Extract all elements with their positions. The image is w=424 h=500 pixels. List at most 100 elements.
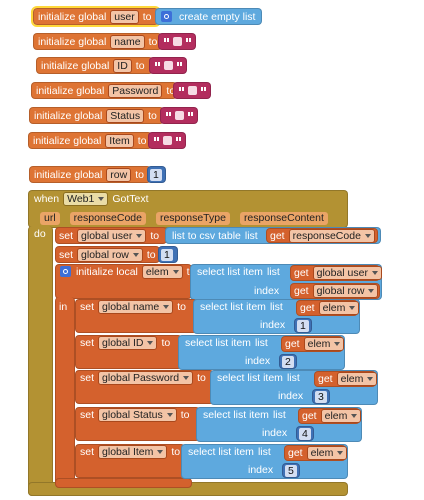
block-label: to: [150, 229, 160, 242]
block-label: in: [59, 301, 68, 313]
block-label: set: [80, 337, 95, 349]
event-param[interactable]: responseContent: [239, 211, 328, 225]
quote-mark: [177, 62, 179, 66]
block-field[interactable]: global Status: [98, 408, 177, 422]
block-label: select list item: [188, 446, 254, 458]
block-field[interactable]: ID: [113, 58, 132, 73]
quote-mark: [158, 62, 160, 66]
block-field[interactable]: elem: [306, 446, 348, 460]
block-label: set: [80, 372, 95, 384]
block-field[interactable]: 1: [150, 168, 162, 181]
block-label-row: select list item list: [217, 370, 300, 386]
block-label: get: [294, 267, 309, 279]
block-field[interactable]: Web1: [63, 192, 109, 206]
quote-mark: [176, 137, 178, 141]
block-field[interactable]: elem: [320, 409, 362, 423]
block-label: to: [177, 301, 186, 313]
block-field[interactable]: global ID: [98, 336, 158, 350]
block-label: select list item: [203, 409, 269, 421]
block-label: list: [257, 446, 271, 458]
block-field[interactable]: Status: [106, 108, 145, 123]
string-box: [175, 111, 184, 120]
block-field[interactable]: global Item: [98, 445, 168, 459]
block-label-row: get elem: [288, 445, 348, 461]
quote-mark: [155, 62, 157, 66]
block-field[interactable]: 1: [161, 248, 173, 261]
block-field[interactable]: global user: [312, 266, 382, 280]
block-label-row: get global user: [294, 265, 382, 281]
block-field[interactable]: elem: [336, 372, 378, 386]
event-param[interactable]: url: [40, 211, 60, 225]
block-label-row: create empty list: [179, 9, 255, 25]
block-label: to: [137, 134, 147, 147]
block-label-row: 4: [299, 426, 311, 442]
block-label: index: [245, 355, 271, 367]
block-label: index: [254, 285, 280, 297]
block-label-row: 1: [297, 318, 309, 334]
block-label-row: index: [278, 388, 303, 404]
block-field[interactable]: 2: [282, 355, 294, 368]
block-field[interactable]: name: [110, 34, 145, 49]
block-label: index: [278, 390, 304, 402]
block-label: to: [166, 84, 176, 97]
string-box: [188, 86, 197, 95]
block-label-row: initialize global user to: [38, 9, 152, 25]
list-block: [155, 8, 262, 25]
block-field[interactable]: global row: [312, 284, 379, 298]
block-label: to: [148, 109, 157, 122]
quote-mark: [186, 38, 188, 42]
block-label-row: set global row to: [59, 247, 156, 263]
event-param[interactable]: responseCode: [69, 211, 146, 225]
block-field[interactable]: global row: [77, 247, 143, 262]
block-label: set: [59, 229, 74, 242]
block-label: initialize global: [36, 84, 105, 97]
block-field[interactable]: row: [106, 167, 132, 182]
block-label-row: get global row: [294, 283, 379, 299]
block-field[interactable]: elem: [303, 337, 345, 351]
string-box: [163, 136, 172, 145]
block-label: list: [286, 372, 300, 384]
block-label-row: get elem: [300, 300, 360, 316]
block-field[interactable]: responseCode: [288, 228, 375, 243]
mutator-icon: [161, 11, 172, 22]
block-label-row: initialize global Password to: [36, 83, 175, 99]
block-label-row: select list item list: [200, 299, 283, 315]
block-field[interactable]: 4: [299, 427, 311, 440]
param-row: url responseCode responseType responseConte…: [40, 210, 328, 226]
block-label: when: [34, 193, 60, 205]
local-init-bottom: [55, 478, 192, 488]
block-field[interactable]: global name: [98, 300, 174, 314]
block-label-row: select list item list: [188, 444, 271, 460]
event-param[interactable]: responseType: [155, 211, 230, 225]
quote-mark: [189, 38, 191, 42]
block-label: list: [272, 409, 286, 421]
block-label-row: select list item list: [197, 264, 280, 280]
quote-mark: [191, 112, 193, 116]
quote-mark: [182, 87, 184, 91]
block-field[interactable]: elem: [141, 265, 183, 279]
block-field[interactable]: 3: [315, 390, 327, 403]
quote-mark: [180, 62, 182, 66]
block-field[interactable]: elem: [318, 301, 360, 315]
block-field[interactable]: user: [110, 9, 139, 24]
block-label-row: set global ID to: [80, 335, 170, 351]
block-field[interactable]: 5: [285, 464, 297, 477]
quote-mark: [204, 87, 206, 91]
block-label-row: get elem: [285, 336, 345, 352]
block-label-row: select list item list: [185, 335, 268, 351]
list-block: [210, 370, 378, 405]
block-field[interactable]: 1: [297, 319, 309, 332]
quote-mark: [169, 112, 171, 116]
block-label-row: set global Password to: [80, 370, 206, 386]
block-field[interactable]: Password: [108, 83, 163, 98]
block-label: initialize global: [34, 168, 103, 181]
block-label: get: [294, 285, 309, 297]
block-label-row: when Web1 GotText: [34, 191, 149, 207]
block-label: set: [80, 446, 95, 458]
block-field[interactable]: Item: [105, 133, 134, 148]
block-label: initialize global: [34, 109, 103, 122]
block-field[interactable]: global user: [77, 228, 147, 243]
block-label-row: initialize global Item to: [33, 133, 146, 149]
block-field[interactable]: global Password: [98, 371, 194, 385]
block-label: list: [254, 337, 268, 349]
